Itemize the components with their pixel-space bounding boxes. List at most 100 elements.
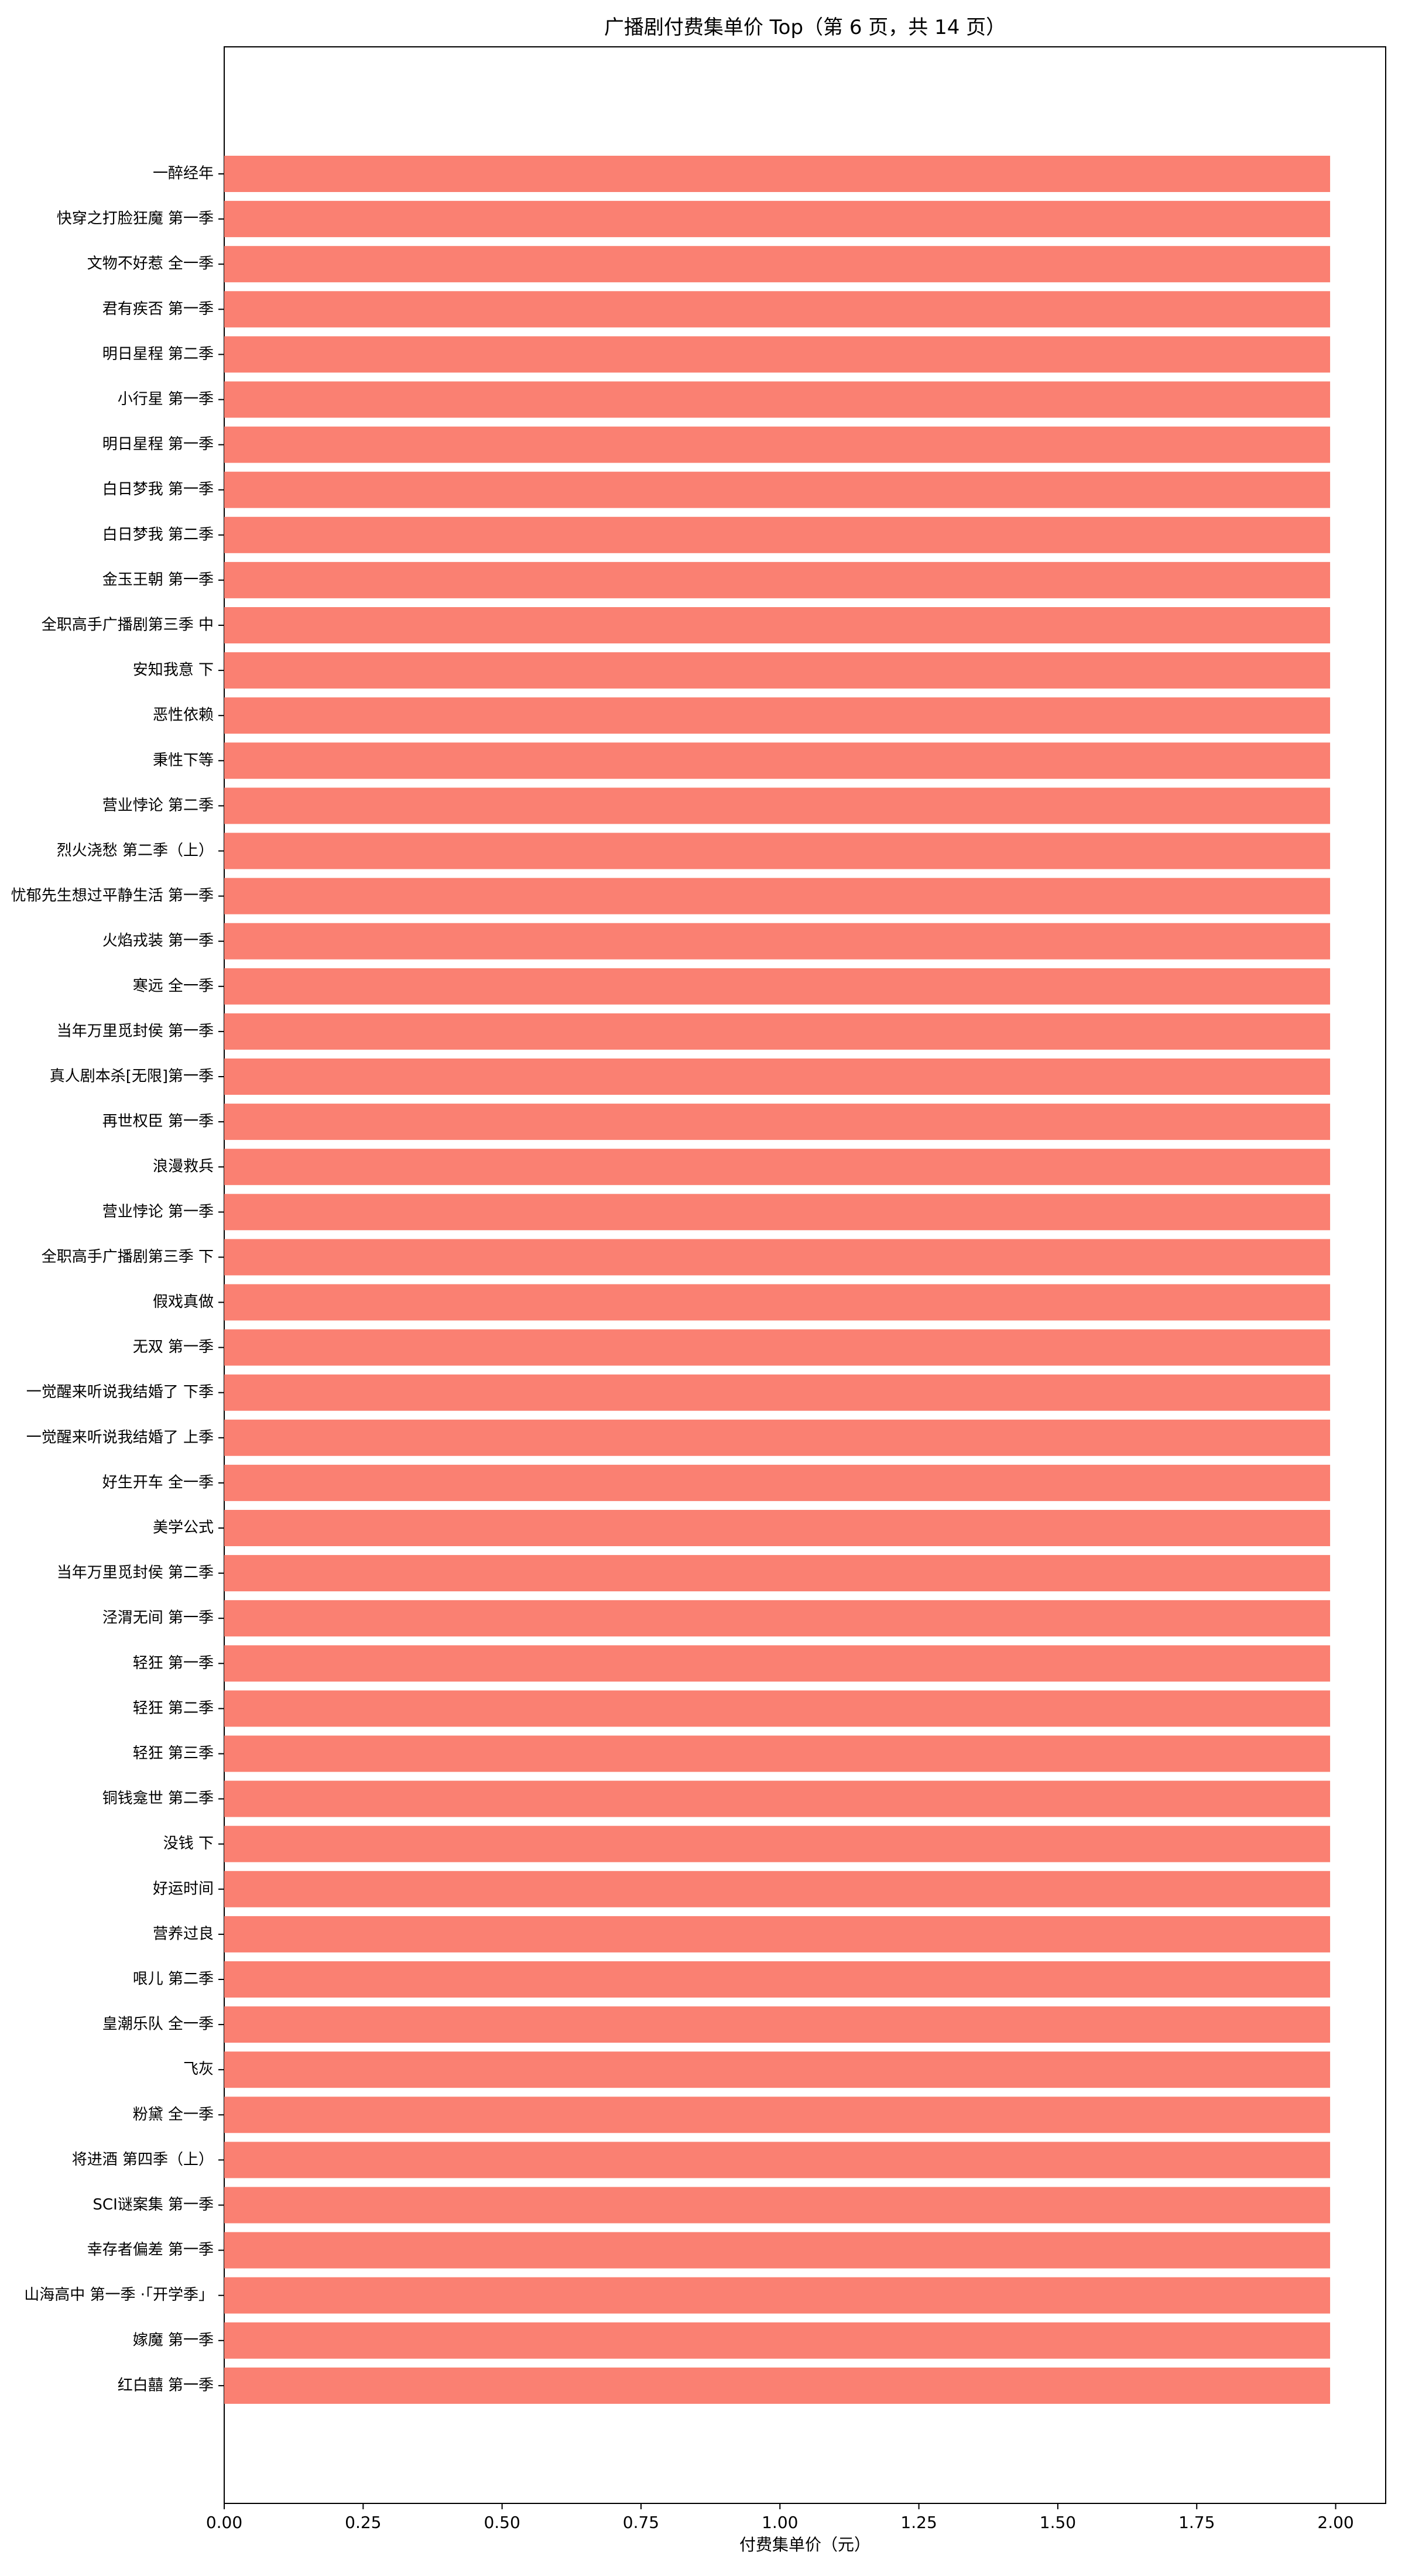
category-label: 再世权臣 第一季 [102,1113,214,1131]
x-tick-label: 1.75 [1178,2513,1215,2532]
category-label: 明日星程 第一季 [102,436,214,453]
bar [224,1104,1331,1140]
bar [224,2322,1331,2359]
bar [224,1374,1331,1411]
category-label: 假戏真做 [153,1293,214,1311]
category-label: 铜钱龛世 第二季 [102,1790,214,1807]
category-label: 红白囍 第一季 [118,2376,214,2394]
category-label: 皇潮乐队 全一季 [102,2016,214,2033]
category-label: 文物不好惹 全一季 [87,255,214,273]
bar [224,1059,1331,1095]
bar [224,2367,1331,2404]
bar [224,1780,1331,1817]
category-label: 秉性下等 [153,752,214,769]
bar [224,156,1331,192]
category-label: 忧郁先生想过平静生活 第一季 [11,887,214,905]
category-label: 当年万里觅封侯 第一季 [57,1022,214,1040]
bar [224,1690,1331,1727]
x-tick-label: 0.00 [206,2513,242,2532]
bar [224,1735,1331,1772]
x-tick-label: 0.50 [484,2513,520,2532]
x-tick-label: 0.25 [345,2513,381,2532]
category-label: 一醉经年 [153,165,214,183]
category-label: 小行星 第一季 [118,390,214,408]
category-label: 君有疾否 第一季 [102,300,214,318]
x-tick-label: 0.75 [623,2513,659,2532]
bar [224,1329,1331,1366]
category-label: 将进酒 第四季（上） [72,2151,214,2169]
category-label: 好运时间 [153,1880,214,1897]
x-axis-label: 付费集单价（元） [739,2535,871,2554]
category-label: 烈火浇愁 第二季（上） [57,842,214,859]
bar [224,336,1331,373]
x-tick-label: 2.00 [1317,2513,1353,2532]
bar [224,1194,1331,1231]
x-tick-label: 1.25 [900,2513,937,2532]
bar [224,787,1331,824]
bar [224,516,1331,553]
bar [224,833,1331,869]
bar [224,652,1331,689]
category-label: 白日梦我 第二季 [102,526,214,543]
bar [224,607,1331,643]
bar [224,1149,1331,1186]
category-label: 恶性依赖 [153,707,214,724]
category-label: 全职高手广播剧第三季 中 [42,616,214,634]
category-label: 明日星程 第二季 [102,345,214,363]
category-label: 粉黛 全一季 [133,2106,214,2123]
bar [224,1284,1331,1321]
category-label: 哏儿 第二季 [133,1971,214,1988]
category-label: 当年万里觅封侯 第二季 [57,1564,214,1582]
bar [224,1013,1331,1050]
category-label: 轻狂 第一季 [133,1654,214,1672]
bar [224,1871,1331,1907]
category-label: 浪漫救兵 [153,1158,214,1176]
bar [224,561,1331,598]
bar [224,1464,1331,1501]
chart-title: 广播剧付费集单价 Top（第 6 页，共 14 页） [604,16,1006,39]
category-label: 一觉醒来听说我结婚了 下季 [26,1383,214,1401]
category-label: 火焰戎装 第一季 [102,932,214,950]
x-tick-label: 1.00 [762,2513,798,2532]
bar [224,2051,1331,2088]
bar [224,968,1331,1005]
category-label: 泾渭无间 第一季 [102,1609,214,1627]
bar [224,1419,1331,1456]
bar [224,426,1331,463]
bar [224,201,1331,238]
bar [224,1555,1331,1592]
category-label: 山海高中 第一季 ·「开学季」 [24,2286,214,2304]
bar [224,2187,1331,2224]
category-label: 金玉王朝 第一季 [102,571,214,588]
bar [224,381,1331,418]
category-label: 安知我意 下 [133,662,214,679]
category-label: 美学公式 [153,1519,214,1537]
bar [224,2006,1331,2043]
category-label: 白日梦我 第一季 [102,481,214,498]
bar [224,1825,1331,1862]
bar [224,1645,1331,1682]
bar [224,471,1331,508]
x-axis-ticks-group: 0.00 0.25 0.50 0.75 1.00 1.25 1.50 1.75 2.00 [206,2503,1354,2532]
bar [224,1510,1331,1546]
category-label: SCI谜案集 第一季 [92,2196,214,2214]
category-label: 轻狂 第二季 [133,1700,214,1717]
bar [224,878,1331,914]
bar [224,246,1331,283]
bar [224,2277,1331,2314]
bar [224,2097,1331,2133]
bar [224,2232,1331,2269]
bar [224,697,1331,734]
category-label: 幸存者偏差 第一季 [87,2241,214,2259]
bar [224,2142,1331,2178]
category-label: 营养过良 [153,1925,214,1943]
category-label: 快穿之打脸狂魔 第一季 [57,210,214,228]
bar [224,742,1331,779]
category-label: 全职高手广播剧第三季 下 [42,1248,214,1266]
category-label: 真人剧本杀[无限]第一季 [50,1068,214,1085]
category-label: 轻狂 第三季 [133,1745,214,1762]
bar [224,1600,1331,1637]
category-label: 一觉醒来听说我结婚了 上季 [26,1429,214,1446]
